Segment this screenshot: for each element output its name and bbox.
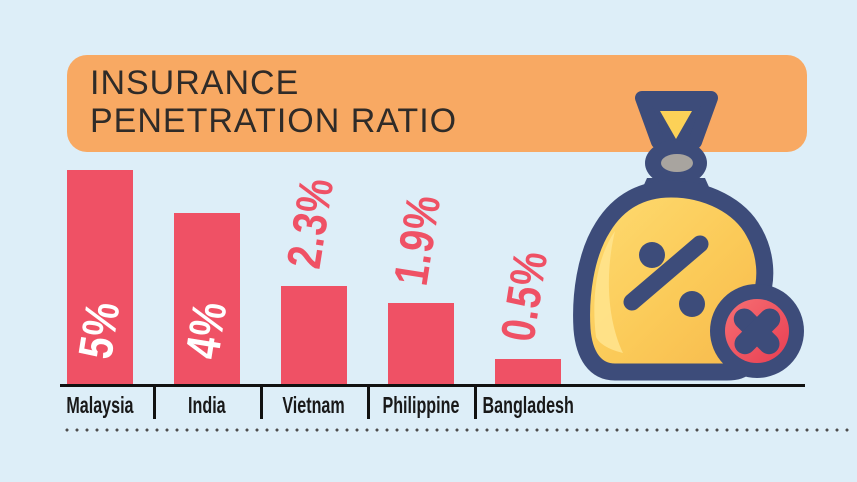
dotted-divider <box>62 428 855 432</box>
title-line-2: PENETRATION RATIO <box>90 102 458 140</box>
bar-india <box>174 213 240 385</box>
bar-bangladesh <box>495 359 561 385</box>
bag-highlight <box>594 231 623 353</box>
category-label-india: India <box>188 392 226 418</box>
value-label-vietnam: 2.3% <box>277 174 345 273</box>
category-label-malaysia: Malaysia <box>66 392 134 418</box>
cancel-icon <box>710 284 804 378</box>
bar-vietnam <box>281 286 347 385</box>
axis-tick <box>260 385 263 419</box>
x-axis-line <box>60 384 805 387</box>
knot-oval <box>661 154 693 172</box>
axis-tick <box>474 385 477 419</box>
money-bag-icon <box>573 91 804 381</box>
axis-tick <box>367 385 370 419</box>
bar-malaysia <box>67 170 133 385</box>
axis-tick <box>153 385 156 419</box>
category-label-vietnam: Vietnam <box>282 392 346 418</box>
bar-philippine <box>388 303 454 385</box>
percent-icon <box>623 235 709 317</box>
page-title: INSURANCE PENETRATION RATIO <box>90 64 457 140</box>
value-label-philippine: 1.9% <box>384 191 452 290</box>
value-label-malaysia: 5% <box>69 297 131 363</box>
title-line-1: INSURANCE <box>90 64 300 102</box>
category-label-bangladesh: Bangladesh <box>482 392 574 418</box>
value-label-india: 4% <box>176 297 238 363</box>
category-label-philippine: Philippine <box>382 392 460 418</box>
